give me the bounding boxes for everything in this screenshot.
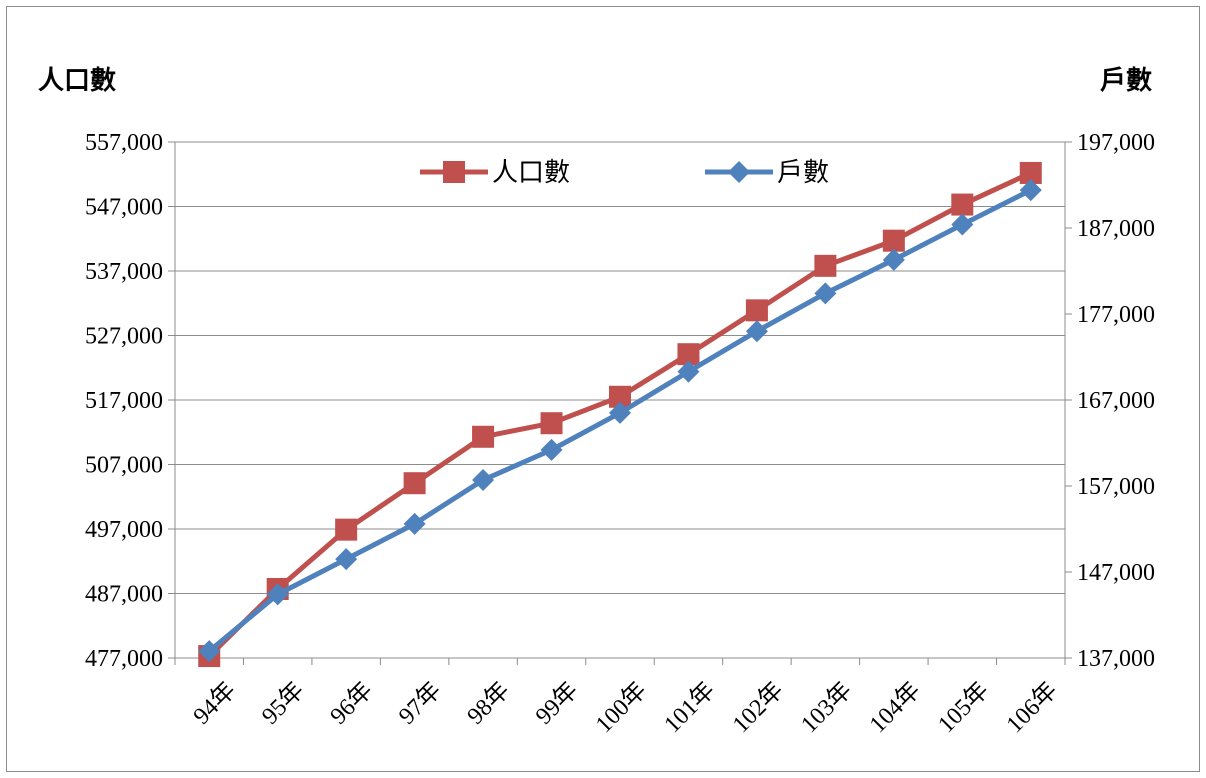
y-axis-right-label: 戶數	[1100, 66, 1153, 96]
axes	[168, 141, 1072, 665]
x-tick-label: 105年	[933, 677, 995, 739]
x-tick-label: 100年	[590, 677, 652, 739]
x-tick-label: 95年	[256, 677, 309, 730]
x-tick-label: 99年	[530, 677, 583, 730]
y-right-tick-label: 187,000	[1077, 216, 1155, 242]
data-point	[745, 299, 768, 322]
y-left-tick-label: 557,000	[85, 130, 163, 156]
x-tick-label: 102年	[727, 677, 789, 739]
y-left-tick-label: 507,000	[85, 453, 163, 479]
data-point	[403, 512, 426, 535]
y-right-tick-label: 197,000	[1077, 130, 1155, 156]
series-lines	[198, 161, 1042, 668]
data-point	[951, 213, 974, 236]
data-point	[335, 548, 358, 571]
legend-marker	[443, 161, 465, 183]
legend: 人口數 戶數	[420, 158, 829, 188]
x-tick-label: 104年	[864, 677, 926, 739]
chart-frame	[6, 6, 1200, 772]
data-point	[882, 229, 905, 252]
data-point	[609, 385, 631, 408]
data-point	[1019, 179, 1042, 202]
data-point	[540, 412, 563, 435]
data-point	[266, 583, 289, 606]
x-tick-label: 97年	[393, 677, 446, 730]
y-right-tick-label: 137,000	[1077, 646, 1155, 672]
y-left-tick-label: 517,000	[85, 388, 163, 414]
legend-marker	[728, 161, 750, 183]
y-right-tick-label: 147,000	[1077, 560, 1155, 586]
data-point	[609, 401, 631, 424]
data-point	[951, 193, 974, 216]
data-point	[472, 468, 495, 491]
tick-labels: 477,000 487,000 497,000 507,000 517,000 527,0…	[85, 130, 1155, 738]
legend-label: 戶數	[777, 158, 829, 188]
y-right-tick-label: 167,000	[1077, 388, 1155, 414]
x-tick-label: 101年	[659, 677, 721, 739]
x-tick-label: 96年	[325, 677, 378, 730]
y-right-tick-label: 157,000	[1077, 474, 1155, 500]
data-point	[677, 360, 700, 383]
y-left-tick-label: 547,000	[85, 195, 163, 221]
y-right-tick-label: 177,000	[1077, 302, 1155, 328]
x-tick-label: 106年	[1001, 677, 1063, 739]
data-point	[745, 320, 768, 343]
data-point	[403, 472, 426, 495]
y-left-tick-label: 487,000	[85, 582, 163, 608]
data-point	[540, 438, 563, 461]
legend-label: 人口數	[492, 158, 570, 188]
y-left-tick-label: 477,000	[85, 646, 163, 672]
data-point	[814, 282, 837, 305]
x-tick-label: 103年	[796, 677, 858, 739]
data-point	[882, 248, 905, 271]
data-point	[472, 425, 495, 448]
data-point	[677, 343, 700, 366]
data-point	[335, 518, 358, 541]
x-tick-label: 94年	[188, 677, 241, 730]
data-point	[814, 254, 837, 277]
x-tick-label: 98年	[462, 677, 515, 730]
data-point	[1019, 161, 1042, 184]
y-axis-left-label: 人口數	[38, 66, 117, 96]
y-left-tick-label: 527,000	[85, 324, 163, 350]
y-left-tick-label: 537,000	[85, 259, 163, 285]
data-point	[198, 640, 221, 663]
y-left-tick-label: 497,000	[85, 517, 163, 543]
